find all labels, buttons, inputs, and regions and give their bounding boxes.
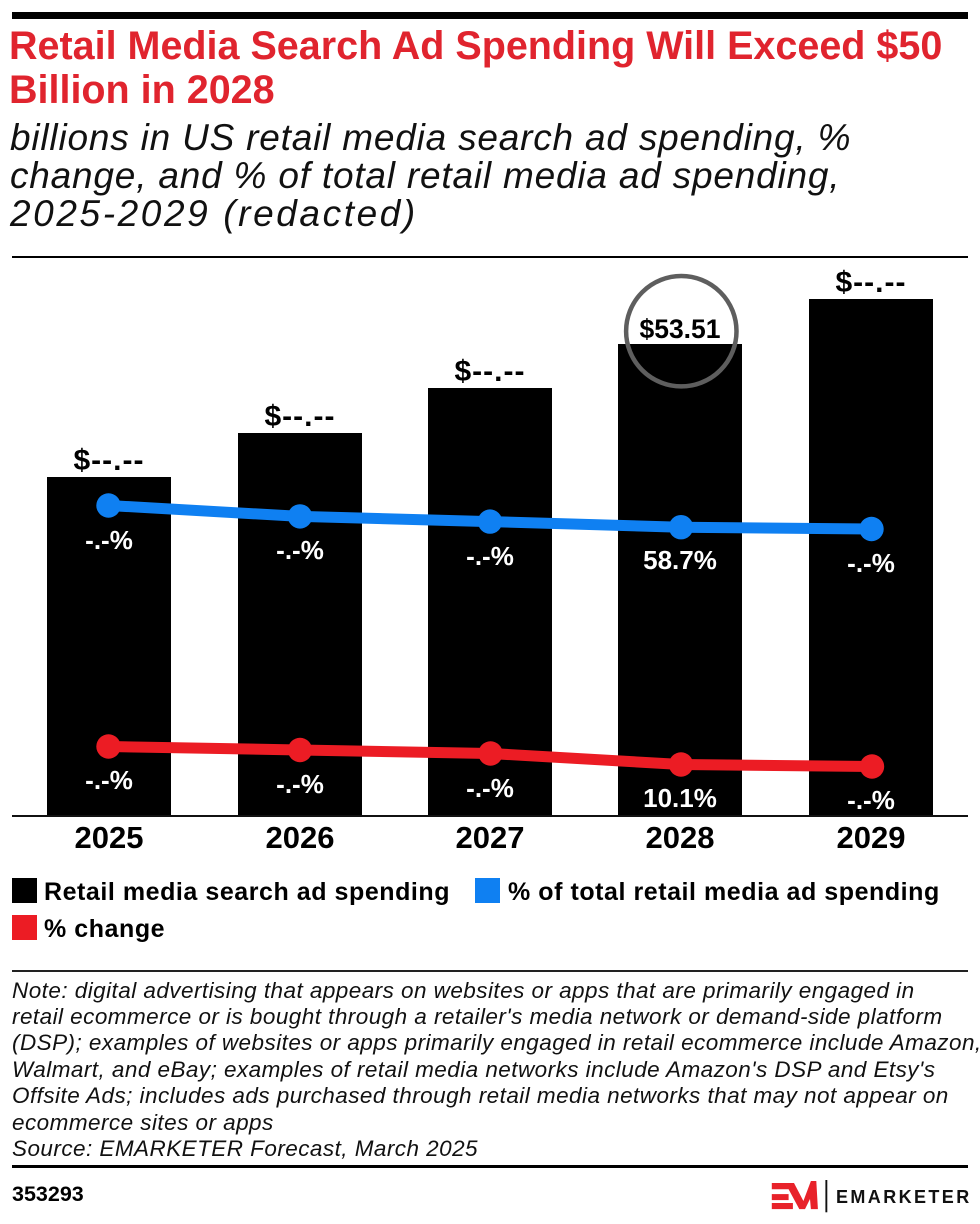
svg-text:EMARKETER: EMARKETER (836, 1187, 972, 1207)
